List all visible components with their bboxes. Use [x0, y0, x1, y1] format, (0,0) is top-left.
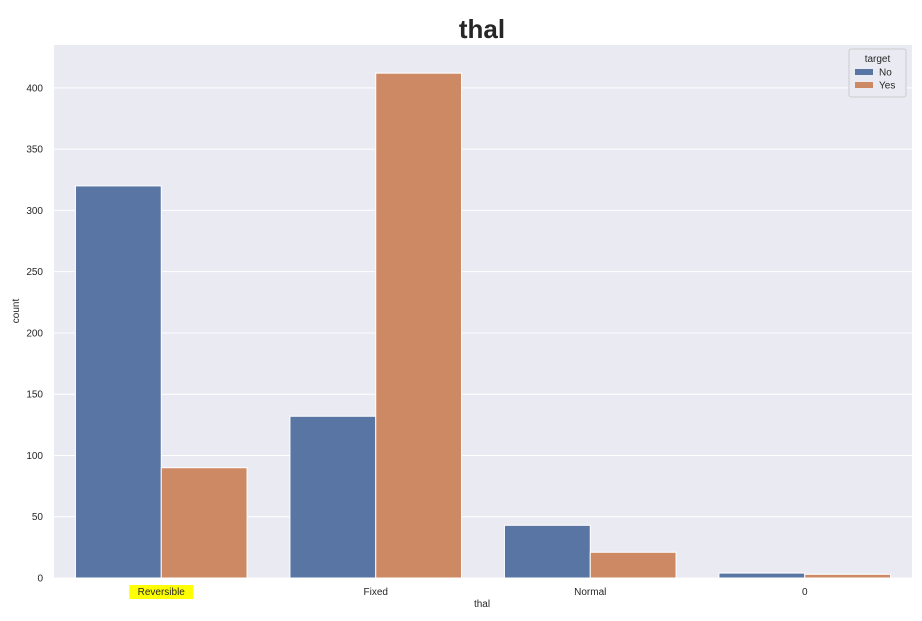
x-axis-label: thal — [474, 599, 490, 610]
y-tick-label: 250 — [26, 267, 43, 278]
legend-title: target — [865, 54, 891, 65]
x-tick-label: Reversible — [138, 587, 186, 598]
legend-entry-no: No — [879, 68, 892, 79]
legend-entry-yes: Yes — [879, 81, 895, 92]
y-tick-label: 400 — [26, 83, 43, 94]
x-tick-label: Normal — [574, 587, 606, 598]
x-tick-labels: Reversible Fixed Normal 0 — [129, 585, 808, 599]
bar-yes-normal — [589, 551, 677, 579]
y-tick-label: 0 — [37, 574, 43, 585]
y-axis-label: count — [11, 299, 22, 324]
y-tick-label: 300 — [26, 206, 43, 217]
y-tick-label: 100 — [26, 451, 43, 462]
y-tick-label: 350 — [26, 145, 43, 156]
legend-swatch-no — [855, 69, 873, 75]
y-tick-label: 200 — [26, 328, 43, 339]
bars — [74, 72, 892, 579]
x-tick-label: Fixed — [364, 587, 388, 598]
bar-no-normal — [503, 524, 591, 579]
bar-no-0 — [718, 572, 806, 579]
bar-yes-fixed — [375, 72, 463, 579]
y-tick-label: 50 — [32, 512, 44, 523]
y-tick-label: 150 — [26, 390, 43, 401]
tick-highlight — [129, 585, 194, 599]
y-tick-labels: 0 50 100 150 200 250 300 350 400 — [26, 83, 43, 584]
chart-title: thal — [459, 14, 505, 44]
legend: target No Yes — [848, 48, 907, 98]
legend-swatch-yes — [855, 82, 873, 88]
bar-no-fixed — [289, 415, 377, 579]
bar-yes-reversible — [160, 467, 248, 579]
bar-yes-0 — [804, 573, 892, 579]
bar-no-reversible — [74, 185, 162, 579]
x-tick-label: 0 — [802, 587, 808, 598]
